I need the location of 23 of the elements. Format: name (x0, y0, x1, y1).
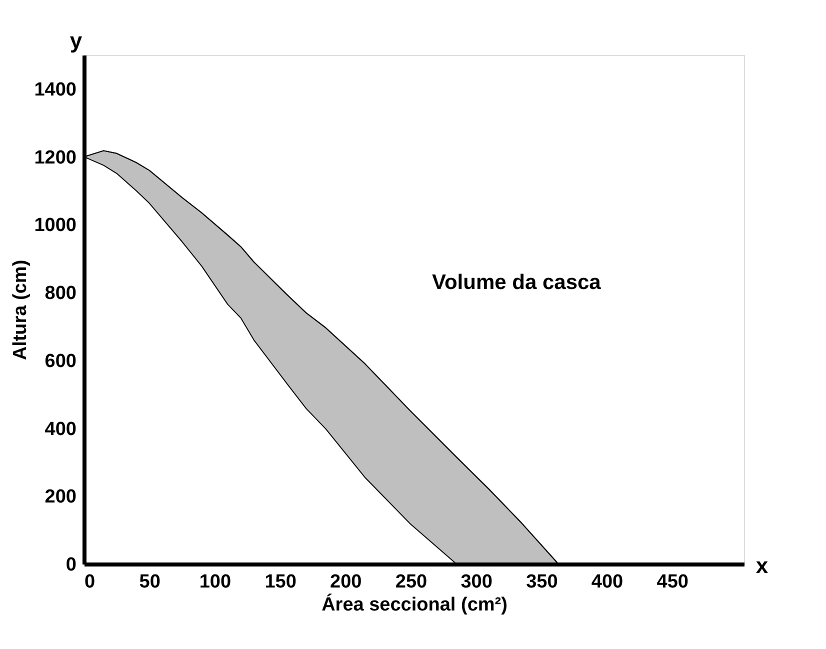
text: x (756, 553, 769, 578)
text: y (70, 28, 83, 53)
y-tick-label: 1000 (34, 215, 76, 236)
x-tick-label: 150 (264, 572, 296, 592)
y-tick-label: 0 (66, 554, 76, 576)
x-tick-label: 100 (199, 572, 232, 592)
x-tick-label: 400 (591, 572, 624, 592)
x-tick-label: 350 (526, 572, 558, 592)
y-tick-label: 400 (44, 418, 76, 440)
y-tick-label: 1200 (34, 147, 76, 168)
y-axis-title: Altura (cm) (10, 260, 32, 360)
y-tick-label: 200 (44, 486, 76, 508)
x-tick-label: 450 (656, 572, 688, 592)
y-tick-label: 600 (44, 350, 76, 372)
annotation: Volume da casca (432, 271, 602, 294)
x-axis-title: Área seccional (cm²) (322, 594, 508, 616)
x-tick-label: 200 (330, 572, 362, 592)
x-tick-label: 0 (84, 572, 96, 592)
x-tick-label: 250 (395, 572, 428, 592)
x-tick-label: 50 (139, 572, 160, 592)
y-tick-label: 800 (44, 283, 76, 304)
y-tick-label: 1400 (34, 79, 76, 100)
x-tick-label: 300 (460, 572, 492, 592)
